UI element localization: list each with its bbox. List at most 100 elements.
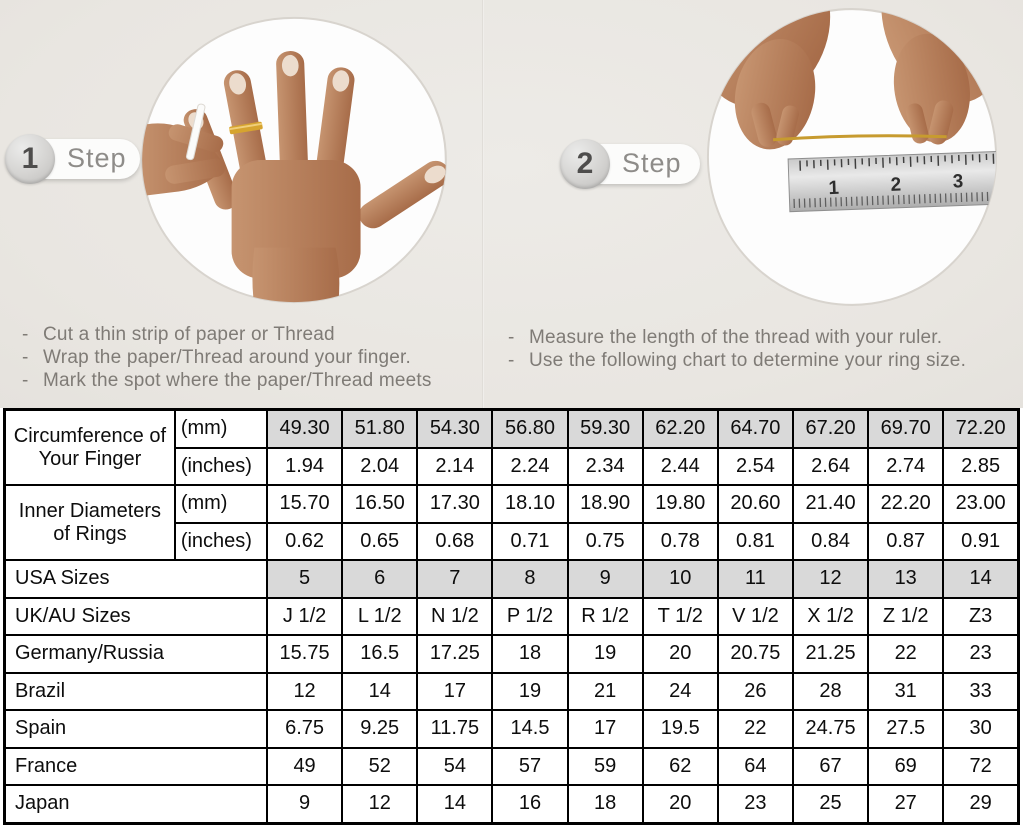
value-cell: 57: [491, 746, 569, 786]
value-cell: 2.74: [867, 446, 945, 486]
value-cell: 19.5: [641, 709, 719, 749]
instruction-item: - Use the following chart to determine y…: [508, 349, 966, 372]
table-row: USA Sizes 5 6 7 8 9 10 11 12 13 14: [3, 559, 1020, 599]
step-1-badge: 1 Step: [5, 134, 140, 184]
value-cell: 67.20: [791, 408, 870, 449]
value-cell: 64.70: [716, 408, 794, 449]
value-cell: 19: [491, 671, 569, 711]
value-cell: N 1/2: [416, 596, 494, 636]
value-cell: 29: [942, 784, 1020, 824]
value-cell: 16.5: [341, 634, 419, 674]
value-cell: R 1/2: [566, 596, 644, 636]
row-label-cell: UK/AU Sizes: [3, 596, 268, 636]
value-cell: L 1/2: [341, 596, 419, 636]
row-label-cell: Spain: [3, 709, 268, 749]
value-cell: 8: [491, 559, 569, 599]
value-cell: 69.70: [867, 408, 945, 449]
unit-cell: (inches): [173, 446, 269, 486]
value-cell: 25: [791, 784, 870, 824]
value-cell: 11: [716, 559, 794, 599]
value-cell: 22: [867, 634, 945, 674]
value-cell: 0.91: [942, 521, 1020, 561]
row-label-cell: Brazil: [3, 671, 268, 711]
step-2-badge: 2 Step: [560, 139, 700, 189]
value-cell: 28: [791, 671, 870, 711]
instruction-item: - Wrap the paper/Thread around your fing…: [22, 346, 432, 369]
value-cell: 24.75: [791, 709, 870, 749]
ring-size-conversion-table: Circumference of Your Finger (mm) 49.30 51.…: [3, 408, 1020, 825]
value-cell: 20.75: [716, 634, 794, 674]
bullet-dash: -: [508, 327, 515, 348]
value-cell: 6: [341, 559, 419, 599]
value-cell: 13: [867, 559, 945, 599]
table-row: Inner Diameters of Rings (mm) 15.70 16.50 17…: [3, 484, 1020, 561]
value-cell: 31: [867, 671, 945, 711]
value-cell: Z3: [942, 596, 1020, 636]
bullet-dash: -: [508, 350, 515, 371]
value-cell: J 1/2: [265, 596, 344, 636]
value-cell: 49.30: [265, 408, 344, 449]
value-cell: 69: [867, 746, 945, 786]
value-cell: V 1/2: [716, 596, 794, 636]
value-cell: 17: [416, 671, 494, 711]
value-cell: 26: [716, 671, 794, 711]
table-row: Circumference of Your Finger (mm) 49.30 51.…: [3, 408, 1020, 486]
step-2-number: 2: [560, 139, 610, 189]
row-label-cell: Japan: [3, 784, 268, 824]
value-cell: 14: [942, 559, 1020, 599]
value-cell: 15.70: [265, 484, 344, 524]
value-cell: 9: [566, 559, 644, 599]
value-cell: 18: [491, 634, 569, 674]
instruction-text: Mark the spot where the paper/Thread mee…: [43, 370, 432, 391]
value-cell: 51.80: [341, 408, 419, 449]
value-cell: 12: [265, 671, 344, 711]
step-1-instructions: - Cut a thin strip of paper or Thread - …: [22, 323, 432, 392]
value-cell: 12: [791, 559, 870, 599]
instruction-item: - Cut a thin strip of paper or Thread: [22, 323, 432, 346]
value-cell: 5: [265, 559, 344, 599]
table-row: Germany/Russia 15.75 16.5 17.25 18 19 20 20.75 2…: [3, 634, 1020, 674]
value-cell: 2.44: [641, 446, 719, 486]
value-cell: 56.80: [491, 408, 569, 449]
value-cell: 2.85: [942, 446, 1020, 486]
value-cell: 0.62: [265, 521, 344, 561]
value-cell: 0.87: [867, 521, 945, 561]
value-cell: 16: [491, 784, 569, 824]
value-cell: 0.78: [641, 521, 719, 561]
value-cell: 0.81: [716, 521, 794, 561]
value-cell: 54.30: [416, 408, 494, 449]
value-cell: 21.40: [791, 484, 870, 524]
value-cell: 72: [942, 746, 1020, 786]
value-cell: 10: [641, 559, 719, 599]
value-cell: 23: [942, 634, 1020, 674]
unit-cell: (mm): [173, 484, 269, 524]
row-label-cell: France: [3, 746, 268, 786]
row-label-cell: USA Sizes: [3, 559, 268, 599]
unit-cell: (inches): [173, 521, 269, 561]
value-cell: 7: [416, 559, 494, 599]
value-cell: 49: [265, 746, 344, 786]
value-cell: 72.20: [942, 408, 1020, 449]
value-cell: 11.75: [416, 709, 494, 749]
value-cell: 23: [716, 784, 794, 824]
table-row: Japan 9 12 14 16 18 20 23 25 27 29: [3, 784, 1020, 824]
value-cell: 6.75: [265, 709, 344, 749]
value-cell: 0.68: [416, 521, 494, 561]
bullet-dash: -: [22, 347, 29, 368]
value-cell: 22.20: [867, 484, 945, 524]
value-cell: 18.90: [566, 484, 644, 524]
hand-with-ring-photo: [138, 14, 450, 306]
value-cell: 14: [416, 784, 494, 824]
value-cell: 17.25: [416, 634, 494, 674]
value-cell: 52: [341, 746, 419, 786]
instruction-item: - Measure the length of the thread with …: [508, 326, 966, 349]
table-row: France 49 52 54 57 59 62 64 67 69 72: [3, 746, 1020, 786]
step-1-number: 1: [5, 134, 55, 184]
measuring-thread-with-ruler-photo: 1 2 3: [704, 5, 1000, 309]
value-cell: 64: [716, 746, 794, 786]
bullet-dash: -: [22, 324, 29, 345]
value-cell: 15.75: [265, 634, 344, 674]
value-cell: 33: [942, 671, 1020, 711]
step-1-label: Step: [67, 142, 127, 173]
